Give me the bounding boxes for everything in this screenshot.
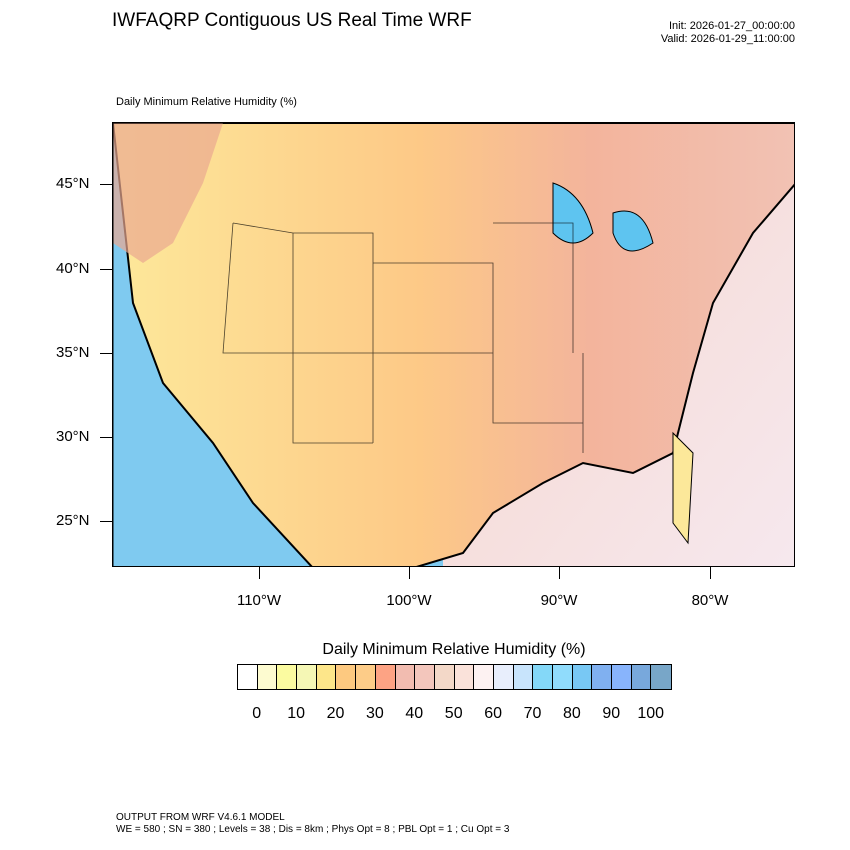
lon-tick — [559, 567, 560, 579]
colorbar-label: 70 — [523, 705, 542, 722]
init-time: Init: 2026-01-27_00:00:00 — [669, 20, 795, 32]
colorbar-swatch — [592, 665, 613, 689]
colorbar-label: 10 — [287, 705, 305, 722]
colorbar-swatch — [631, 665, 652, 689]
lon-tick — [259, 567, 260, 579]
colorbar-swatch — [474, 665, 494, 689]
model-options: WE = 580 ; SN = 380 ; Levels = 38 ; Dis … — [116, 824, 510, 835]
lat-tick — [100, 184, 112, 185]
colorbar-swatch — [356, 665, 376, 689]
plot-title: IWFAQRP Contiguous US Real Time WRF — [112, 10, 472, 31]
lat-tick — [100, 521, 112, 522]
lat-tick — [100, 353, 112, 354]
colorbar-swatch — [257, 665, 278, 689]
colorbar-swatch — [415, 665, 435, 689]
colorbar-swatch — [375, 665, 396, 689]
colorbar-swatch — [297, 665, 317, 689]
colorbar-swatch — [454, 665, 475, 689]
lon-label: 80°W — [691, 592, 729, 609]
lon-label: 100°W — [386, 592, 432, 609]
lon-label: 110°W — [236, 592, 282, 609]
colorbar-swatch — [493, 665, 514, 689]
lat-tick — [100, 269, 112, 270]
lat-label: 45°N — [56, 175, 90, 192]
lat-label: 30°N — [56, 428, 90, 445]
colorbar-swatch — [513, 665, 534, 689]
time-info: Init: 2026-01-27_00:00:00 Valid: 2026-01… — [661, 20, 795, 46]
map-field — [113, 123, 794, 566]
lon-label: 90°W — [540, 592, 578, 609]
colorbar-swatch — [316, 665, 337, 689]
colorbar-swatch — [277, 665, 298, 689]
lon-tick — [409, 567, 410, 579]
colorbar-swatch — [395, 665, 416, 689]
colorbar-label: 30 — [365, 705, 384, 722]
colorbar-label: 60 — [484, 705, 502, 722]
colorbar-swatch — [572, 665, 593, 689]
valid-time: Valid: 2026-01-29_11:00:00 — [660, 33, 795, 45]
great-lakes — [552, 182, 654, 252]
colorbar-swatch — [651, 665, 672, 689]
colorbar-swatch — [533, 665, 553, 689]
colorbar-swatch — [612, 665, 632, 689]
colorbar-label: 80 — [562, 705, 581, 722]
model-info: OUTPUT FROM WRF V4.6.1 MODEL — [116, 812, 285, 823]
lat-label: 40°N — [56, 260, 90, 277]
colorbar-label: 100 — [637, 705, 665, 722]
colorbar — [237, 664, 673, 690]
humidity-map — [112, 122, 795, 567]
colorbar-label: 20 — [326, 705, 345, 722]
colorbar-title: Daily Minimum Relative Humidity (%) — [322, 641, 586, 658]
colorbar-label: 0 — [252, 705, 262, 722]
state-borders — [222, 222, 584, 453]
map-subtitle: Daily Minimum Relative Humidity (%) — [116, 96, 297, 108]
colorbar-swatch — [553, 665, 573, 689]
pacific-northwest — [113, 123, 223, 263]
lat-label: 35°N — [56, 344, 90, 361]
colorbar-label: 90 — [602, 705, 621, 722]
florida — [672, 431, 694, 545]
lon-tick — [710, 567, 711, 579]
colorbar-label: 50 — [444, 705, 463, 722]
lat-tick — [100, 437, 112, 438]
footer: OUTPUT FROM WRF V4.6.1 MODEL WE = 580 ; … — [116, 812, 509, 836]
lat-label: 25°N — [56, 512, 90, 529]
colorbar-swatch — [336, 665, 357, 689]
colorbar-label: 40 — [405, 705, 424, 722]
colorbar-swatch — [434, 665, 455, 689]
colorbar-swatch — [238, 665, 258, 689]
